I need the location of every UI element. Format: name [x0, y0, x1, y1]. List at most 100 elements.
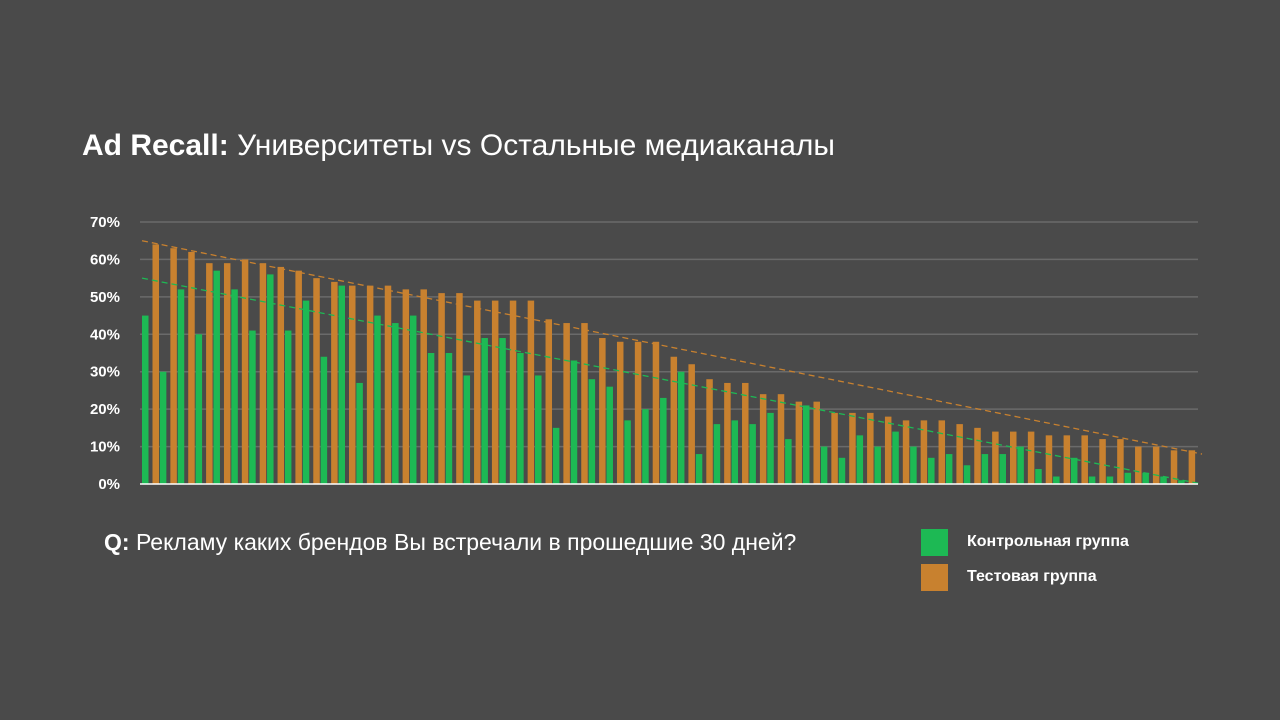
- bar-control: [785, 439, 792, 484]
- bar-control: [1160, 476, 1167, 484]
- bar-test: [813, 401, 820, 484]
- bar-control: [374, 315, 381, 484]
- bar-test: [1152, 446, 1160, 484]
- bar-control: [695, 454, 703, 484]
- bar-test: [402, 289, 410, 484]
- chart-title-bold: Ad Recall:: [82, 129, 229, 162]
- bar-test: [438, 293, 445, 484]
- bar-control: [1124, 472, 1132, 484]
- legend-item-control: Контрольная группа: [921, 527, 1129, 557]
- y-tick-label: 0%: [98, 476, 120, 493]
- bar-test: [366, 285, 374, 484]
- y-tick-label: 10%: [90, 439, 120, 456]
- bar-control: [606, 386, 613, 484]
- bar-test: [474, 300, 481, 484]
- bar-control: [588, 379, 596, 484]
- bar-control: [767, 412, 774, 484]
- y-tick-label: 70%: [90, 214, 120, 231]
- bar-test: [992, 431, 999, 484]
- bar-control: [838, 457, 846, 484]
- bar-test: [259, 263, 267, 484]
- bar-control: [1178, 480, 1185, 484]
- bar-test: [884, 416, 892, 484]
- bar-test: [1117, 439, 1124, 484]
- bar-test: [652, 341, 660, 484]
- bar-test: [241, 259, 249, 484]
- bar-control: [284, 330, 292, 484]
- question-prefix: Q:: [104, 529, 130, 555]
- legend-label-test: Тестовая группа: [967, 568, 1097, 585]
- bar-control: [820, 446, 828, 484]
- bar-test: [527, 300, 535, 484]
- question-text: Рекламу каких брендов Вы встречали в про…: [135, 529, 797, 555]
- bar-test: [974, 427, 981, 484]
- chart-title-rest: Университеты vs Остальные медиаканалы: [237, 129, 835, 162]
- bar-test: [384, 285, 392, 484]
- bar-test: [349, 285, 356, 484]
- y-tick-label: 40%: [90, 326, 120, 343]
- legend: Контрольная группа Тестовая группа: [921, 527, 1129, 597]
- bar-control: [1053, 476, 1060, 484]
- bar-test: [188, 251, 195, 484]
- bar-control: [231, 289, 238, 484]
- bar-control: [1035, 469, 1042, 484]
- bar-test: [795, 401, 803, 484]
- bar-control: [1142, 472, 1149, 484]
- bar-test: [1135, 446, 1142, 484]
- bar-test: [759, 394, 767, 484]
- bar-control: [999, 454, 1006, 484]
- bar-test: [777, 394, 785, 484]
- bar-test: [938, 420, 946, 484]
- bar-test: [634, 341, 642, 484]
- bar-control: [928, 457, 935, 484]
- bar-test: [563, 323, 570, 484]
- bar-test: [742, 382, 749, 484]
- bar-test: [223, 263, 231, 484]
- bar-control: [356, 382, 363, 484]
- bar-control: [660, 397, 667, 484]
- bar-control: [749, 424, 756, 484]
- bar-test: [491, 300, 499, 484]
- bar-test: [902, 420, 910, 484]
- bar-test: [1063, 435, 1071, 484]
- bar-control: [802, 405, 810, 484]
- y-tick-label: 60%: [90, 251, 120, 268]
- bar-test: [170, 248, 177, 484]
- bar-test: [1027, 431, 1035, 484]
- bar-test: [1045, 435, 1053, 484]
- bar-test: [545, 319, 553, 484]
- bar-test: [688, 364, 695, 484]
- bar-control: [392, 323, 399, 484]
- bar-control: [1017, 446, 1024, 484]
- bar-test: [206, 263, 213, 484]
- bar-test: [920, 420, 928, 484]
- bar-control: [945, 454, 953, 484]
- bar-control: [177, 289, 185, 484]
- bar-control: [1088, 476, 1096, 484]
- bar-test: [670, 356, 678, 484]
- y-tick-label: 30%: [90, 364, 120, 381]
- bar-test: [1009, 431, 1017, 484]
- bar-control: [963, 465, 971, 484]
- trendline: [141, 240, 1203, 455]
- bar-control: [427, 353, 435, 484]
- bar-control: [499, 338, 506, 484]
- bar-control: [249, 330, 256, 484]
- bar-control: [981, 454, 989, 484]
- bar-test: [616, 341, 624, 484]
- bar-control: [320, 356, 328, 484]
- bar-control: [463, 375, 471, 484]
- legend-swatch-test: [921, 563, 948, 591]
- bar-test: [706, 379, 713, 484]
- bar-control: [142, 315, 149, 484]
- bar-test: [295, 270, 302, 484]
- bar-test: [420, 289, 427, 484]
- bar-control: [1070, 457, 1078, 484]
- bar-control: [517, 353, 524, 484]
- bar-test: [849, 412, 856, 484]
- bar-control: [856, 435, 864, 484]
- bar-control: [213, 270, 220, 484]
- y-tick-label: 20%: [90, 401, 120, 418]
- legend-label-control: Контрольная группа: [967, 533, 1129, 550]
